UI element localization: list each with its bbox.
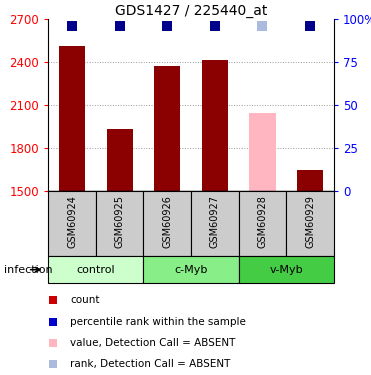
Text: GSM60927: GSM60927	[210, 195, 220, 249]
Bar	[239, 190, 286, 256]
Text: control: control	[76, 265, 115, 274]
Point	[307, 22, 313, 28]
Text: rank, Detection Call = ABSENT: rank, Detection Call = ABSENT	[70, 359, 230, 369]
Bar	[191, 190, 239, 256]
Text: GSM60929: GSM60929	[305, 196, 315, 249]
Bar	[59, 46, 85, 190]
Point	[212, 22, 218, 28]
Bar	[202, 60, 228, 190]
Text: infection: infection	[4, 265, 52, 274]
Text: count: count	[70, 295, 100, 304]
Bar	[48, 190, 96, 256]
Point	[259, 22, 265, 28]
Bar	[297, 171, 323, 190]
Text: GSM60928: GSM60928	[257, 196, 267, 249]
Text: GSM60925: GSM60925	[115, 195, 125, 249]
Text: c-Myb: c-Myb	[174, 265, 208, 274]
Point	[116, 22, 122, 28]
Text: GSM60926: GSM60926	[162, 196, 172, 249]
Point	[69, 22, 75, 28]
Text: GSM60924: GSM60924	[67, 196, 77, 249]
Bar	[106, 129, 133, 190]
Bar	[239, 256, 334, 283]
Text: value, Detection Call = ABSENT: value, Detection Call = ABSENT	[70, 338, 236, 348]
Bar	[96, 190, 144, 256]
Point	[164, 22, 170, 28]
Bar	[48, 256, 144, 283]
Point	[50, 319, 56, 325]
Bar	[154, 66, 180, 190]
Text: v-Myb: v-Myb	[269, 265, 303, 274]
Bar	[286, 190, 334, 256]
Bar	[144, 190, 191, 256]
Title: GDS1427 / 225440_at: GDS1427 / 225440_at	[115, 4, 267, 18]
Point	[50, 361, 56, 367]
Bar	[249, 113, 276, 190]
Point	[50, 340, 56, 346]
Point	[50, 297, 56, 303]
Text: percentile rank within the sample: percentile rank within the sample	[70, 317, 246, 327]
Bar	[144, 256, 239, 283]
